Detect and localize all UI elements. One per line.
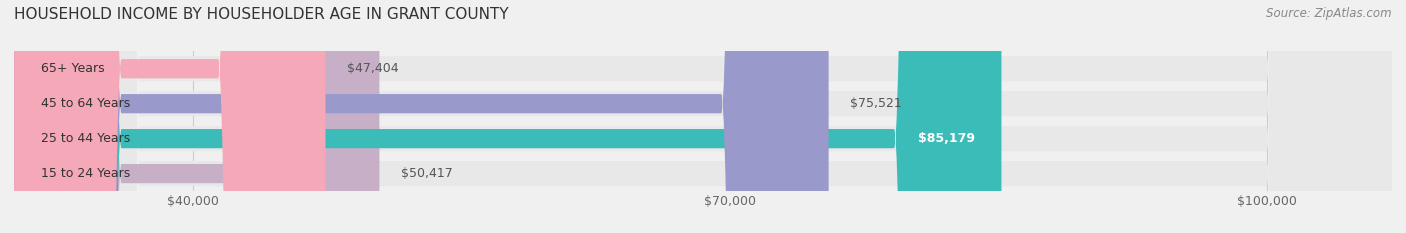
Text: 45 to 64 Years: 45 to 64 Years <box>41 97 131 110</box>
FancyBboxPatch shape <box>14 0 1392 233</box>
FancyBboxPatch shape <box>14 0 1392 233</box>
FancyBboxPatch shape <box>14 0 1001 233</box>
Text: $50,417: $50,417 <box>401 167 453 180</box>
Text: 65+ Years: 65+ Years <box>41 62 104 75</box>
Text: $85,179: $85,179 <box>918 132 974 145</box>
Text: HOUSEHOLD INCOME BY HOUSEHOLDER AGE IN GRANT COUNTY: HOUSEHOLD INCOME BY HOUSEHOLDER AGE IN G… <box>14 7 509 22</box>
FancyBboxPatch shape <box>14 0 326 233</box>
Text: Source: ZipAtlas.com: Source: ZipAtlas.com <box>1267 7 1392 20</box>
Text: $47,404: $47,404 <box>347 62 398 75</box>
Text: 25 to 44 Years: 25 to 44 Years <box>41 132 131 145</box>
FancyBboxPatch shape <box>14 0 828 233</box>
FancyBboxPatch shape <box>14 0 380 233</box>
Text: 15 to 24 Years: 15 to 24 Years <box>41 167 131 180</box>
FancyBboxPatch shape <box>14 0 1392 233</box>
FancyBboxPatch shape <box>14 0 1392 233</box>
Text: $75,521: $75,521 <box>851 97 901 110</box>
